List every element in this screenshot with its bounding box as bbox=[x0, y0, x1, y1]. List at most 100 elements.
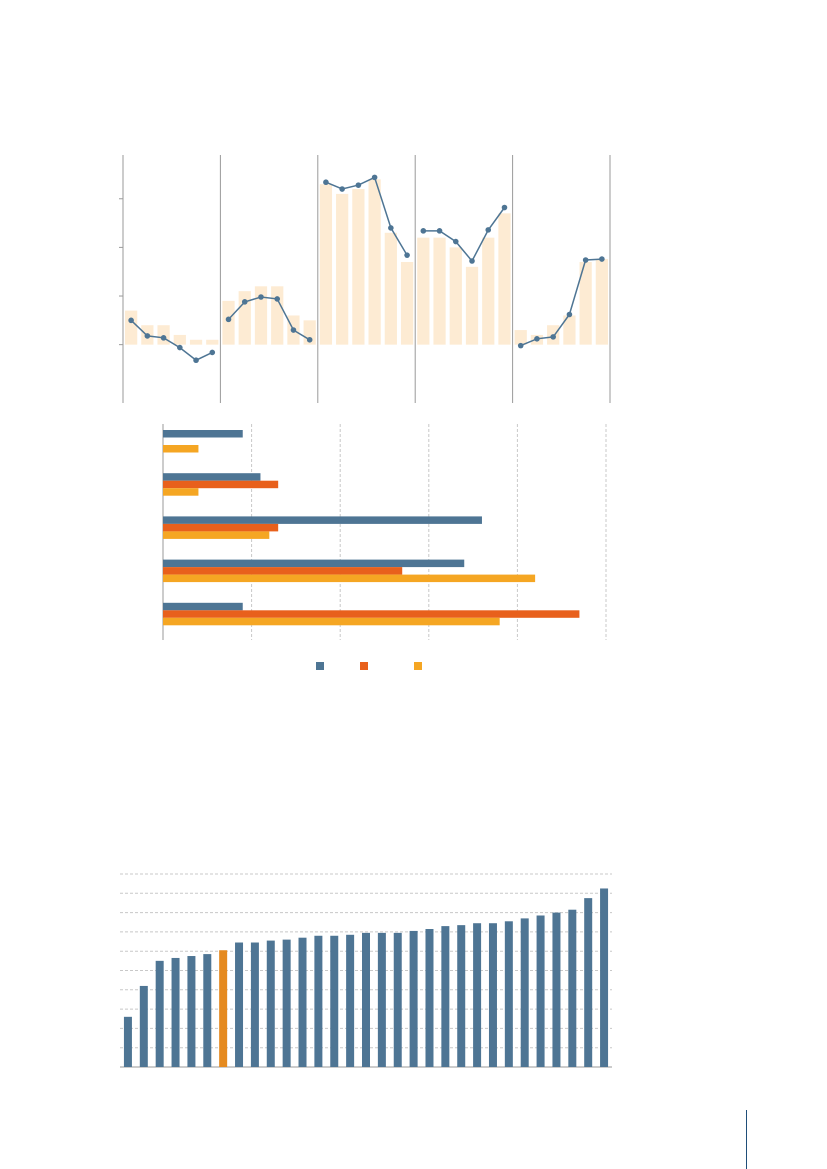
data-point bbox=[193, 357, 199, 364]
page-edge-rule bbox=[746, 1110, 747, 1169]
bar bbox=[400, 261, 414, 345]
bar bbox=[235, 942, 244, 1067]
bar bbox=[203, 954, 212, 1067]
bar bbox=[206, 339, 219, 345]
bar bbox=[457, 925, 466, 1067]
data-point bbox=[209, 349, 216, 356]
data-point bbox=[599, 256, 605, 262]
bar bbox=[488, 923, 497, 1067]
bar bbox=[336, 193, 349, 345]
bar bbox=[449, 247, 462, 345]
bar bbox=[187, 956, 196, 1067]
data-point bbox=[566, 311, 573, 318]
data-point bbox=[323, 179, 329, 186]
bar bbox=[171, 957, 180, 1067]
bar bbox=[368, 179, 381, 345]
data-point bbox=[436, 228, 443, 234]
bar bbox=[123, 1016, 132, 1067]
bar-yellow bbox=[163, 488, 199, 496]
data-point bbox=[501, 204, 508, 211]
bar bbox=[584, 898, 593, 1067]
data-point bbox=[241, 299, 248, 305]
bar bbox=[271, 286, 284, 345]
bar-orange bbox=[163, 567, 403, 575]
bar bbox=[222, 300, 235, 345]
bar-yellow bbox=[163, 574, 536, 583]
bar-orange bbox=[163, 610, 580, 618]
bar bbox=[536, 915, 545, 1067]
bar bbox=[595, 259, 608, 345]
bar-blue bbox=[163, 473, 261, 481]
bar bbox=[346, 934, 355, 1067]
bar-yellow bbox=[163, 531, 270, 539]
bar bbox=[417, 237, 430, 345]
bar bbox=[298, 937, 307, 1067]
data-point bbox=[225, 316, 232, 323]
bar bbox=[563, 315, 576, 345]
data-point bbox=[144, 333, 151, 339]
data-point bbox=[485, 227, 492, 233]
bar bbox=[568, 909, 577, 1067]
data-point bbox=[306, 336, 313, 343]
series-line bbox=[325, 176, 408, 256]
legend-swatch-yellow bbox=[414, 662, 422, 670]
chart-3-vertical-bars bbox=[120, 873, 612, 1068]
bar-orange bbox=[163, 523, 279, 532]
data-point bbox=[290, 327, 297, 333]
bar bbox=[157, 325, 170, 345]
data-point bbox=[404, 252, 410, 258]
bar bbox=[173, 334, 186, 345]
bar bbox=[139, 985, 148, 1067]
bar bbox=[433, 237, 446, 345]
bar bbox=[579, 261, 592, 345]
bar bbox=[155, 960, 164, 1067]
bar bbox=[362, 932, 370, 1067]
bar bbox=[125, 310, 138, 345]
data-point bbox=[128, 317, 134, 324]
bar-orange bbox=[163, 480, 279, 489]
data-point bbox=[420, 228, 427, 234]
bar-blue bbox=[163, 602, 243, 611]
data-point bbox=[355, 182, 362, 188]
data-point bbox=[371, 174, 378, 181]
chart-2-horizontal-bars bbox=[162, 424, 607, 670]
data-point bbox=[550, 334, 556, 340]
bar bbox=[520, 918, 529, 1067]
bar bbox=[425, 929, 434, 1067]
bar bbox=[266, 940, 275, 1067]
bar bbox=[441, 926, 450, 1067]
data-point bbox=[582, 257, 589, 263]
bar-blue bbox=[163, 559, 465, 568]
bar-yellow bbox=[163, 617, 500, 626]
bar bbox=[600, 888, 609, 1067]
data-point bbox=[388, 225, 394, 231]
bar bbox=[352, 189, 365, 345]
bar-blue bbox=[163, 430, 243, 438]
legend-swatch-blue bbox=[316, 662, 324, 670]
bar bbox=[552, 912, 561, 1067]
bar-blue bbox=[163, 516, 482, 524]
bar bbox=[393, 932, 402, 1067]
bar-yellow bbox=[163, 445, 199, 453]
data-point bbox=[177, 344, 183, 351]
bar bbox=[189, 339, 203, 345]
bar bbox=[319, 184, 333, 345]
data-point bbox=[339, 186, 345, 192]
series-line bbox=[130, 319, 213, 362]
data-point bbox=[274, 296, 281, 302]
data-point bbox=[452, 238, 459, 245]
bar bbox=[384, 232, 397, 345]
legend-swatch-orange bbox=[360, 662, 368, 670]
bar bbox=[504, 921, 513, 1067]
bar bbox=[465, 266, 479, 345]
bar-highlighted bbox=[219, 950, 228, 1067]
bar bbox=[482, 237, 495, 345]
bar bbox=[250, 942, 259, 1067]
bar bbox=[473, 923, 482, 1067]
bar bbox=[314, 935, 323, 1067]
bar bbox=[377, 932, 386, 1067]
bar bbox=[282, 939, 291, 1067]
bar bbox=[330, 935, 339, 1067]
data-point bbox=[517, 342, 524, 349]
